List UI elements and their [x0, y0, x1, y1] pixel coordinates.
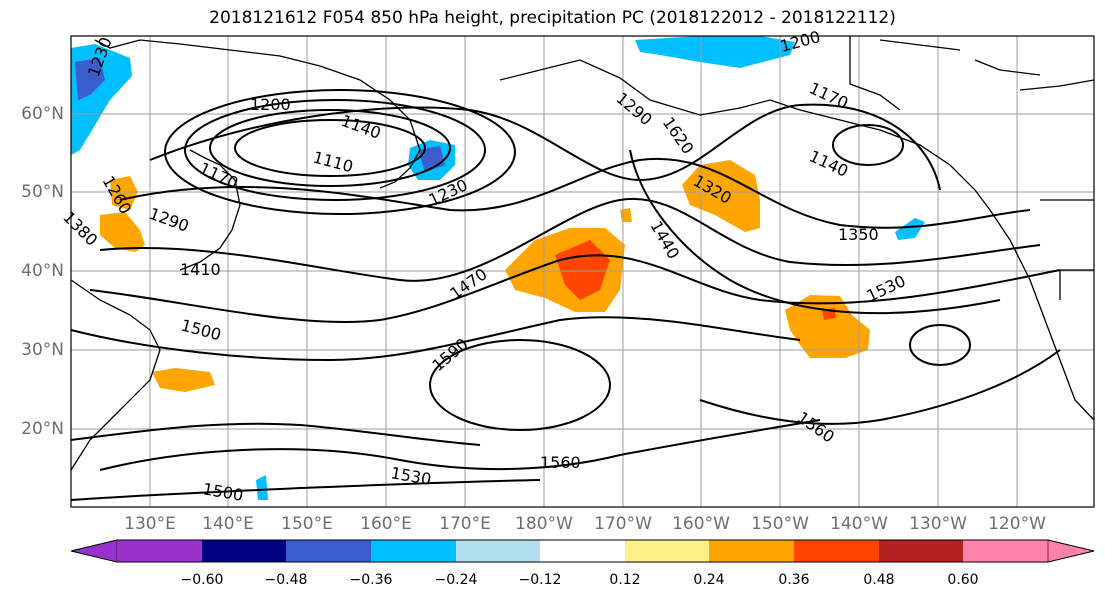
lon-label: 140°W: [830, 514, 888, 534]
colorbar-tick: −0.12: [518, 572, 562, 588]
colorbar-tick: −0.48: [264, 572, 308, 588]
colorbar-tick: 0.60: [947, 572, 979, 588]
lon-label: 150°E: [281, 514, 333, 534]
lon-label: 130°W: [909, 514, 967, 534]
colorbar-tick: −0.60: [180, 572, 224, 588]
lon-label: 120°W: [988, 514, 1046, 534]
lat-label: 50°N: [21, 182, 64, 202]
contour-labels: 1230120011401110117012901260138014101500…: [59, 27, 908, 505]
lon-label: 150°W: [751, 514, 809, 534]
colorbar-tick: 0.24: [693, 572, 725, 588]
contour-label: 1410: [180, 260, 221, 279]
height-contours: [70, 89, 1061, 501]
lat-label: 60°N: [21, 104, 64, 124]
lon-label: 140°E: [202, 514, 254, 534]
map-title: 2018121612 F054 850 hPa height, precipit…: [209, 8, 896, 28]
lon-label: 170°E: [439, 514, 491, 534]
colorbar-tick: 0.48: [863, 572, 895, 588]
lon-label: 160°W: [672, 514, 730, 534]
colorbar-tick: 0.12: [609, 572, 641, 588]
colorbar: [70, 539, 1095, 563]
lat-label: 40°N: [21, 261, 64, 281]
map-frame: [70, 35, 1095, 508]
contour-label: 1350: [838, 225, 879, 244]
colorbar-tick: 0.36: [778, 572, 810, 588]
graticule: [71, 36, 1094, 507]
lat-label: 20°N: [21, 419, 64, 439]
lon-label: 130°E: [124, 514, 176, 534]
contour-label: 1200: [250, 95, 291, 114]
coastlines: [70, 36, 1095, 471]
lon-label: 160°E: [360, 514, 412, 534]
lon-label: 170°W: [594, 514, 652, 534]
colorbar-tick: −0.36: [349, 572, 393, 588]
contour-label: 1560: [540, 453, 581, 472]
lat-label: 30°N: [21, 340, 64, 360]
lon-label: 180°W: [515, 514, 573, 534]
colorbar-tick: −0.24: [434, 572, 478, 588]
